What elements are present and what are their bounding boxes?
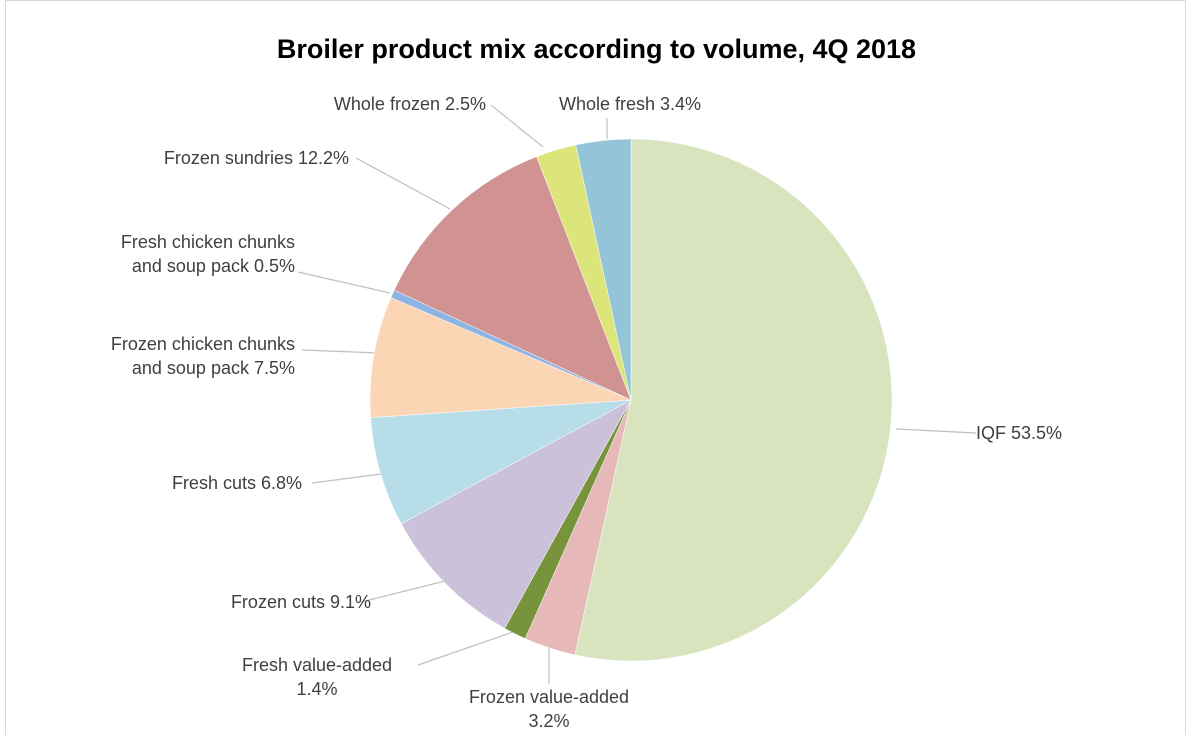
data-label-line: Frozen sundries 12.2%	[164, 148, 349, 168]
data-label-line: Fresh cuts 6.8%	[172, 473, 302, 493]
chart-title: Broiler product mix according to volume,…	[276, 34, 917, 64]
pie-slices	[369, 138, 893, 662]
pie-slice-frozen-sundries	[393, 156, 632, 401]
data-label: Frozen chicken chunks and soup pack 7.5%	[111, 334, 295, 378]
leader-line	[301, 349, 380, 354]
data-label: Frozen cuts 9.1%	[231, 592, 371, 612]
data-label-line: Whole fresh 3.4%	[559, 94, 701, 114]
leader-lines	[297, 104, 977, 684]
leader-line	[895, 428, 977, 434]
chart-container: Broiler product mix according to volume,…	[5, 0, 1186, 735]
data-label-line: and soup pack 7.5%	[132, 358, 295, 378]
leader-line	[355, 157, 451, 210]
pie-slice-whole-fresh	[575, 138, 632, 401]
leader-line	[417, 630, 517, 666]
data-label-line: Frozen cuts 9.1%	[231, 592, 371, 612]
leader-line	[490, 104, 544, 148]
data-label-line: IQF 53.5%	[976, 423, 1062, 443]
data-label: Fresh cuts 6.8%	[172, 473, 302, 493]
data-labels: IQF 53.5% Frozen value-added 3.2% Fresh val…	[111, 94, 1062, 731]
leader-line	[297, 271, 391, 294]
leader-line	[360, 579, 450, 603]
pie-slice-fresh-cuts	[370, 399, 632, 525]
data-label-line: Fresh chicken chunks	[121, 232, 295, 252]
pie-slice-frozen-chicken-chunks-and-soup-pack	[369, 297, 632, 418]
data-label: Whole fresh 3.4%	[559, 94, 701, 114]
pie-slice-frozen-cuts	[400, 399, 632, 629]
data-label: Frozen sundries 12.2%	[164, 148, 349, 168]
data-label-line: 3.2%	[528, 711, 569, 731]
data-label: Fresh value-added 1.4%	[242, 655, 392, 699]
data-label-line: 1.4%	[296, 679, 337, 699]
data-label-line: Frozen value-added	[469, 687, 629, 707]
leader-line	[311, 472, 390, 484]
data-label: IQF 53.5%	[976, 423, 1062, 443]
data-label-line: Fresh value-added	[242, 655, 392, 675]
data-label-line: Frozen chicken chunks	[111, 334, 295, 354]
data-label: Frozen value-added 3.2%	[469, 687, 629, 731]
pie-chart: IQF 53.5% Frozen value-added 3.2% Fresh val…	[111, 94, 1062, 731]
data-label-line: Whole frozen 2.5%	[334, 94, 486, 114]
data-label: Whole frozen 2.5%	[334, 94, 486, 114]
data-label: Fresh chicken chunks and soup pack 0.5%	[121, 232, 295, 276]
pie-slice-iqf	[574, 138, 893, 662]
data-label-line: and soup pack 0.5%	[132, 256, 295, 276]
